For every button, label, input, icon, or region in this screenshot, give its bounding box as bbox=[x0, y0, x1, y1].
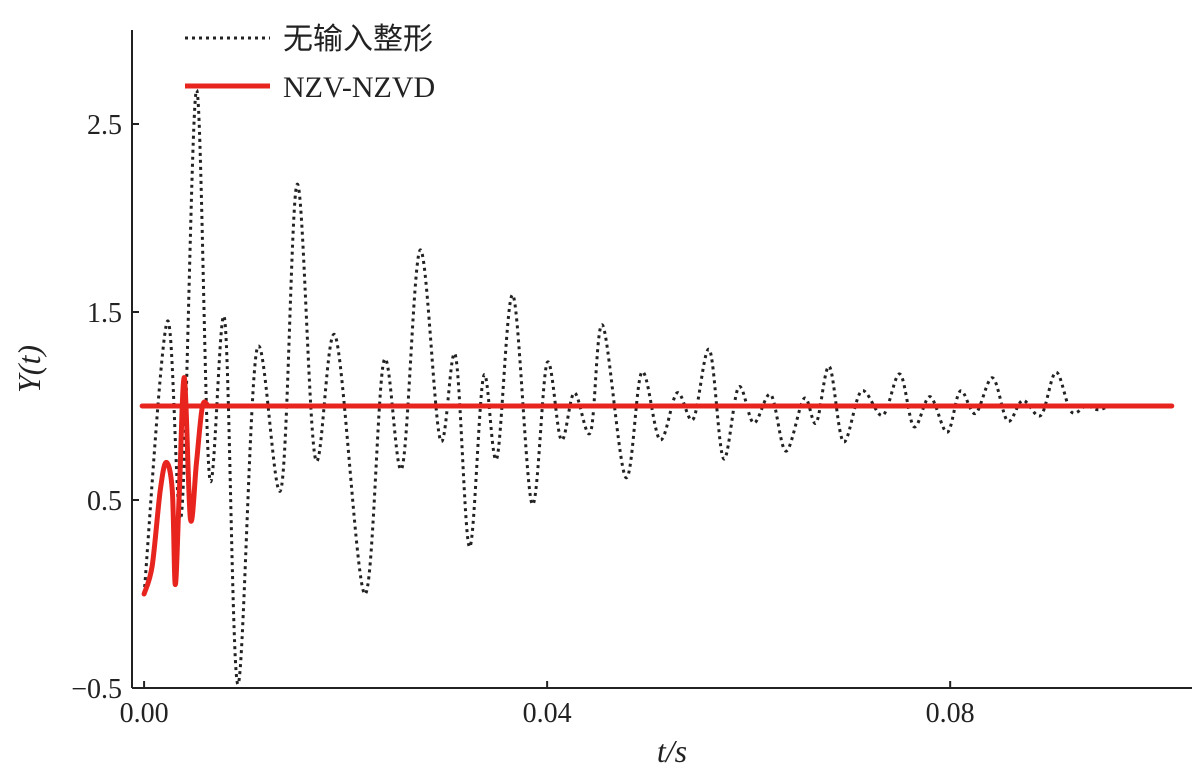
series-line-nzv-nzvd bbox=[139, 375, 1175, 597]
series-line-unshaped bbox=[142, 88, 1147, 686]
plot-series bbox=[139, 88, 1175, 686]
x-tick-label: 0.00 bbox=[120, 698, 169, 729]
y-axis-label: Y(t) bbox=[11, 345, 47, 393]
y-ticks: −0.5 0.5 1.5 2.5 bbox=[71, 110, 139, 705]
legend-label-unshaped: 无输入整形 bbox=[283, 23, 433, 56]
x-ticks: 0.00 0.04 0.08 bbox=[120, 681, 975, 729]
x-tick-label: 0.08 bbox=[926, 698, 975, 729]
y-tick-label: −0.5 bbox=[71, 674, 122, 705]
x-axis-label: t/s bbox=[657, 733, 687, 769]
y-tick-label: 0.5 bbox=[87, 486, 122, 517]
y-tick-label: 2.5 bbox=[87, 110, 122, 141]
legend-label-nzv-nzvd: NZV-NZVD bbox=[283, 71, 435, 104]
axes bbox=[131, 30, 1192, 689]
y-tick-label: 1.5 bbox=[87, 298, 122, 329]
legend: 无输入整形 NZV-NZVD bbox=[185, 23, 435, 104]
x-tick-label: 0.04 bbox=[523, 698, 572, 729]
